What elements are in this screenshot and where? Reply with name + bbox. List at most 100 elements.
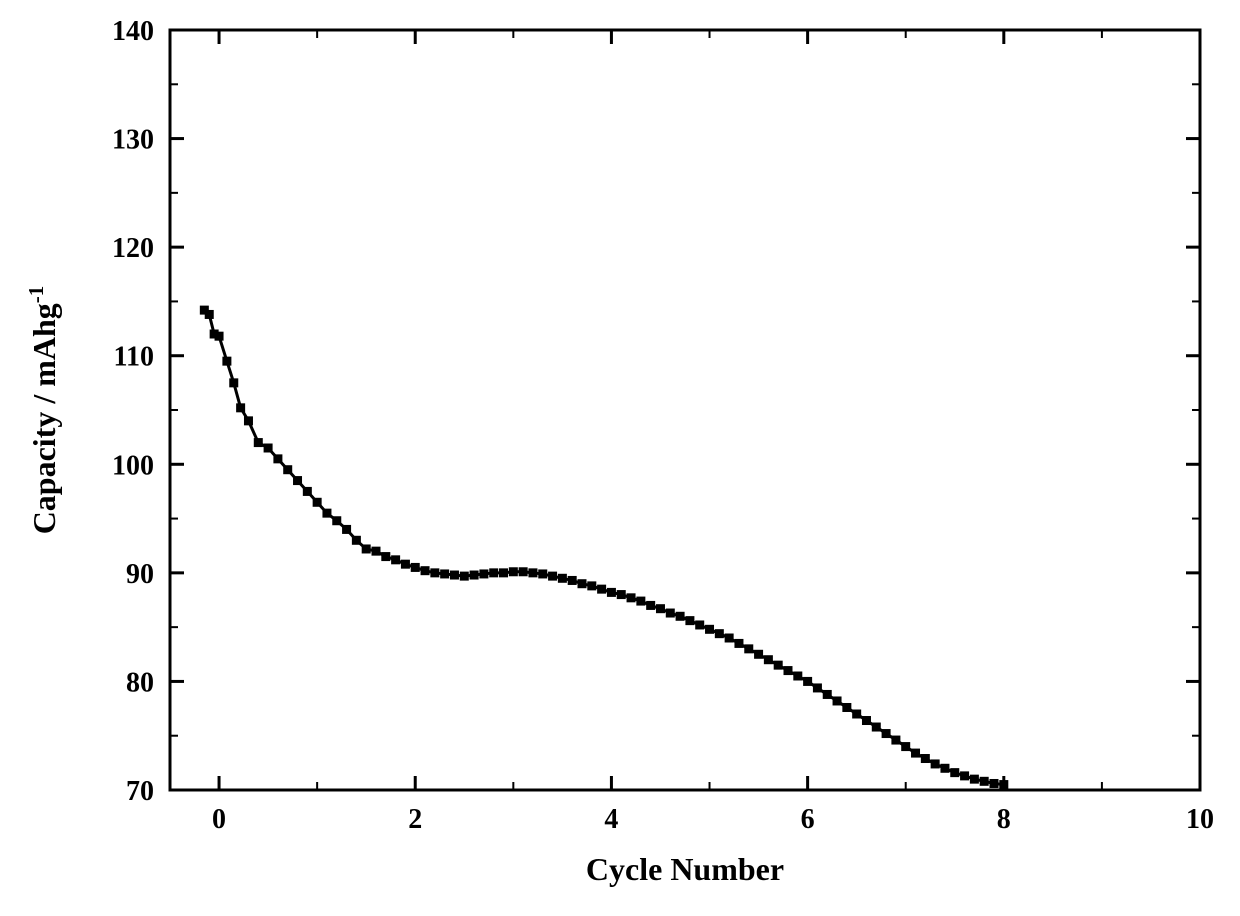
x-tick-label: 8: [997, 804, 1011, 835]
data-marker: [222, 357, 231, 366]
data-marker: [578, 579, 587, 588]
data-marker: [558, 574, 567, 583]
data-marker: [421, 566, 430, 575]
data-marker: [695, 620, 704, 629]
data-marker: [450, 571, 459, 580]
data-marker: [229, 378, 238, 387]
x-tick-label: 4: [604, 804, 618, 835]
data-marker: [273, 454, 282, 463]
data-marker: [646, 601, 655, 610]
data-marker: [391, 555, 400, 564]
y-tick-label: 70: [126, 776, 154, 807]
data-marker: [499, 568, 508, 577]
chart-svg: 0 2 4 6 8 10 70 80 90 100 110 120 130 140 Cycle Number…: [0, 0, 1240, 916]
data-marker: [381, 552, 390, 561]
data-marker: [882, 729, 891, 738]
data-marker: [872, 723, 881, 732]
x-tick-label: 0: [212, 804, 226, 835]
data-marker: [842, 703, 851, 712]
data-marker: [676, 612, 685, 621]
data-marker: [744, 644, 753, 653]
data-marker: [293, 476, 302, 485]
data-marker: [950, 768, 959, 777]
y-tick-label: 90: [126, 559, 154, 590]
data-marker: [793, 672, 802, 681]
data-marker: [823, 690, 832, 699]
x-tick-label: 2: [408, 804, 422, 835]
data-marker: [784, 666, 793, 675]
data-marker: [764, 655, 773, 664]
data-marker: [254, 438, 263, 447]
x-tick-label: 6: [801, 804, 815, 835]
data-marker: [891, 736, 900, 745]
data-marker: [940, 764, 949, 773]
data-marker: [754, 650, 763, 659]
data-marker: [283, 465, 292, 474]
data-marker: [430, 568, 439, 577]
data-marker: [685, 616, 694, 625]
data-marker: [705, 625, 714, 634]
data-marker: [342, 525, 351, 534]
data-marker: [666, 609, 675, 618]
data-marker: [205, 310, 214, 319]
data-marker: [322, 509, 331, 518]
data-marker: [332, 516, 341, 525]
data-marker: [725, 634, 734, 643]
data-marker: [862, 716, 871, 725]
data-marker: [519, 567, 528, 576]
data-marker: [362, 544, 371, 553]
data-marker: [734, 639, 743, 648]
y-tick-label: 110: [114, 342, 154, 373]
data-marker: [372, 547, 381, 556]
data-marker: [617, 590, 626, 599]
data-marker: [607, 588, 616, 597]
data-marker: [568, 576, 577, 585]
data-marker: [901, 742, 910, 751]
y-tick-label: 120: [112, 233, 154, 264]
data-marker: [960, 771, 969, 780]
data-marker: [715, 629, 724, 638]
y-tick-label: 100: [112, 450, 154, 481]
data-marker: [411, 563, 420, 572]
data-marker: [990, 779, 999, 788]
data-marker: [627, 593, 636, 602]
data-marker: [803, 677, 812, 686]
data-marker: [509, 567, 518, 576]
data-marker: [264, 444, 273, 453]
data-marker: [833, 696, 842, 705]
data-marker: [479, 569, 488, 578]
data-marker: [470, 571, 479, 580]
data-marker: [970, 775, 979, 784]
y-tick-label: 130: [112, 125, 154, 156]
x-tick-label: 10: [1186, 804, 1214, 835]
y-tick-label: 80: [126, 667, 154, 698]
data-marker: [852, 710, 861, 719]
capacity-cycle-chart: 0 2 4 6 8 10 70 80 90 100 110 120 130 140 Cycle Number…: [0, 0, 1240, 916]
data-marker: [813, 683, 822, 692]
data-marker: [236, 403, 245, 412]
data-marker: [303, 487, 312, 496]
data-marker: [460, 572, 469, 581]
x-axis-label: Cycle Number: [586, 851, 784, 887]
data-marker: [980, 777, 989, 786]
data-marker: [931, 759, 940, 768]
y-tick-label: 140: [112, 16, 154, 47]
data-marker: [911, 749, 920, 758]
data-marker: [440, 569, 449, 578]
data-marker: [636, 597, 645, 606]
data-marker: [401, 560, 410, 569]
data-marker: [215, 332, 224, 341]
data-marker: [244, 416, 253, 425]
data-marker: [528, 568, 537, 577]
data-marker: [548, 572, 557, 581]
data-marker: [921, 754, 930, 763]
data-marker: [774, 661, 783, 670]
y-axis-label: Capacity / mAhg-1: [24, 286, 62, 535]
data-marker: [597, 585, 606, 594]
data-marker: [313, 498, 322, 507]
data-marker: [538, 569, 547, 578]
data-marker: [489, 568, 498, 577]
data-marker: [656, 604, 665, 613]
data-marker: [352, 536, 361, 545]
data-marker: [587, 581, 596, 590]
